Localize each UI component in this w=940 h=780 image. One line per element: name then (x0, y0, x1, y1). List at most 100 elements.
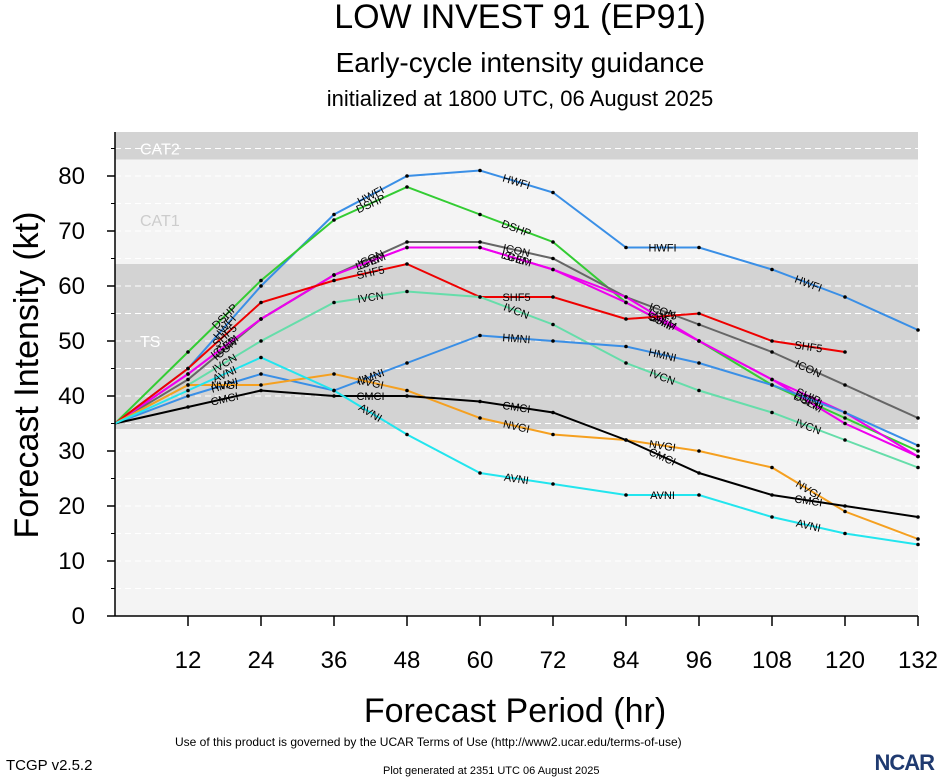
data-point (478, 168, 482, 173)
data-point (259, 284, 263, 288)
data-point (916, 449, 920, 453)
data-point (916, 328, 920, 332)
data-point (259, 355, 263, 360)
data-point (624, 344, 628, 349)
data-point (843, 504, 847, 508)
data-point (332, 388, 336, 393)
x-tick-label: 108 (752, 647, 792, 674)
x-tick-label: 36 (321, 647, 348, 674)
data-point (551, 339, 555, 343)
band-label-ts: TS (140, 334, 160, 351)
data-point (843, 410, 847, 415)
data-point (259, 388, 263, 393)
generated-timestamp: Plot generated at 2351 UTC 06 August 202… (383, 765, 600, 777)
data-point (478, 295, 482, 299)
data-point (770, 465, 774, 470)
band-cat2 (115, 132, 918, 160)
data-point (259, 300, 263, 305)
data-point (478, 416, 482, 420)
data-point (332, 212, 336, 217)
x-tick-label: 60 (467, 647, 494, 674)
data-point (770, 383, 774, 387)
data-point (478, 245, 482, 250)
data-point (843, 509, 847, 514)
data-point (332, 278, 336, 283)
data-point (624, 493, 628, 497)
data-point (770, 377, 774, 382)
y-tick-label: 50 (58, 328, 85, 355)
data-point (186, 372, 190, 376)
version-label: TCGP v2.5.2 (6, 757, 93, 774)
data-point (478, 399, 482, 404)
data-point (332, 300, 336, 305)
data-point (186, 388, 190, 393)
data-point (405, 185, 409, 189)
data-point (697, 322, 701, 327)
chart-title: LOW INVEST 91 (EP91) (334, 0, 706, 36)
data-point (916, 537, 920, 541)
data-point (843, 421, 847, 426)
data-point (478, 471, 482, 475)
data-point (551, 410, 555, 415)
data-point (624, 295, 628, 299)
data-point (186, 383, 190, 387)
data-point (697, 361, 701, 365)
chart-init-line: initialized at 1800 UTC, 06 August 2025 (327, 86, 713, 111)
series-label: CMCI (502, 400, 532, 416)
data-point (697, 449, 701, 453)
data-point (916, 542, 920, 547)
data-point (405, 432, 409, 437)
data-point (259, 317, 263, 321)
data-point (916, 416, 920, 420)
y-tick-label: 80 (58, 163, 85, 190)
data-point (770, 350, 774, 354)
data-point (916, 454, 920, 459)
data-point (551, 295, 555, 299)
series-label: NVGI (356, 374, 385, 392)
series-label: NVGI (211, 380, 238, 392)
series-line-hwfi (114, 169, 919, 425)
data-point (770, 339, 774, 343)
axes: 0 10 20 30 40 50 60 70 80 12 24 36 48 60 72 84 96 108 120 1… (58, 132, 938, 674)
data-point (186, 377, 190, 382)
chart-subtitle: Early-cycle intensity guidance (336, 47, 705, 78)
series-line-lgem (114, 246, 919, 458)
data-point (770, 410, 774, 415)
data-point (478, 240, 482, 244)
data-point (624, 317, 628, 321)
data-point (259, 383, 263, 387)
series-line-hmni (114, 334, 919, 447)
intensity-bands: TS CAT1 CAT2 (115, 132, 918, 616)
data-point (843, 295, 847, 299)
data-point (186, 350, 190, 354)
data-point (551, 267, 555, 272)
y-tick-label: 30 (58, 438, 85, 465)
data-point (405, 289, 409, 294)
data-point (916, 465, 920, 470)
band-label-cat2: CAT2 (140, 142, 180, 159)
x-tick-label: 84 (613, 647, 640, 674)
series-label: CMCI (794, 493, 824, 509)
data-point (478, 333, 482, 338)
data-point (405, 262, 409, 266)
data-point (624, 438, 628, 442)
data-point (405, 394, 409, 398)
data-point (405, 174, 409, 178)
data-point (186, 405, 190, 409)
data-point (697, 388, 701, 393)
data-point (697, 245, 701, 250)
data-point (259, 278, 263, 283)
series-label: NVGI (502, 418, 531, 436)
data-point (624, 300, 628, 305)
data-point (405, 388, 409, 393)
data-point (551, 322, 555, 327)
x-tick-label: 12 (175, 647, 202, 674)
series-line-nvgi (114, 372, 919, 540)
data-point (697, 339, 701, 343)
series-line-avni (114, 356, 919, 546)
x-axis-label: Forecast Period (hr) (364, 692, 666, 730)
data-point (478, 212, 482, 217)
y-tick-label: 70 (58, 218, 85, 245)
data-point (551, 256, 555, 261)
